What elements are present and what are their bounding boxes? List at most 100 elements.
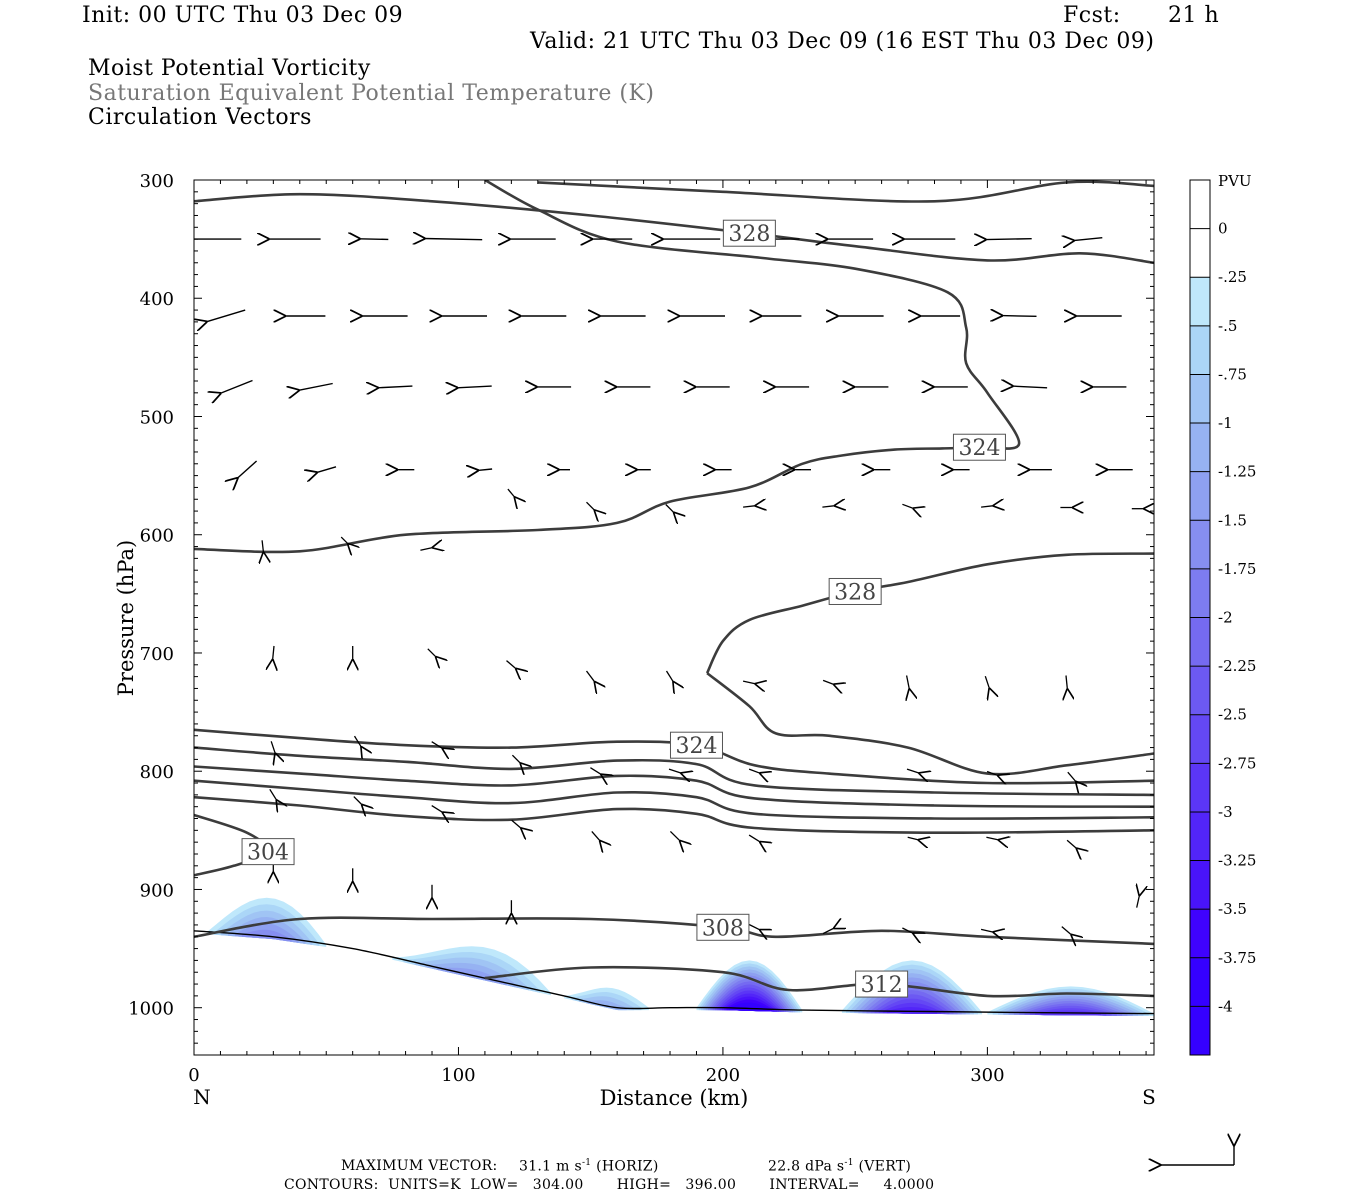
circulation-vector-2-1 — [299, 382, 333, 391]
contour-label-box-5 — [669, 731, 723, 759]
circulation-vector-small-5 — [665, 504, 674, 513]
circulation-vector-3-0 — [237, 460, 258, 478]
circulation-vector-small-21 — [984, 675, 989, 689]
circulation-vector-0-10 — [985, 239, 1032, 240]
x-left-end-label: N — [193, 1085, 211, 1109]
x-tick-label-200: 200 — [706, 1065, 740, 1086]
colorbar-label-12: -3 — [1218, 803, 1233, 821]
circulation-vector-2-0 — [220, 379, 253, 394]
circulation-vector-small-9 — [981, 506, 994, 507]
x-tick-label-100: 100 — [441, 1065, 475, 1086]
mpv-shading-layer — [194, 897, 1154, 1016]
circulation-vector-1-0 — [206, 309, 246, 322]
colorbar-title: PVU — [1218, 172, 1252, 190]
contour-label-328-3: 328 — [834, 580, 876, 605]
colorbar-bin-14 — [1189, 860, 1211, 910]
theta-es-contour-332-1 — [537, 180, 1154, 203]
y-axis-label: Pressure (hPa) — [114, 540, 138, 696]
colorbar-label-11: -2.75 — [1218, 754, 1256, 772]
circulation-vector-small-48 — [822, 928, 834, 935]
contour-label-box-0 — [722, 219, 776, 247]
circulation-vector-small-30 — [906, 768, 920, 773]
axes-layer: 300 400 500 600 700 800 900 1000 0 100 200 300 — [128, 171, 1154, 1086]
max-vector-label: MAXIMUM VECTOR: — [341, 1158, 498, 1174]
contour-label-box-3 — [828, 577, 882, 605]
colorbar-label-5: -1.25 — [1218, 463, 1256, 481]
colorbar-label-6: -1.5 — [1218, 511, 1247, 529]
colorbar-label-16: -4 — [1218, 997, 1233, 1015]
y-tick-label-500: 500 — [140, 407, 174, 428]
contour-labels-layer: 328 324 328 324 304 308 312 — [241, 219, 1006, 998]
forecast-hour: 21 h — [1168, 3, 1220, 28]
circulation-vector-2-3 — [457, 386, 492, 388]
theta-es-contour-328-0 — [194, 192, 1154, 265]
circulation-vector-small-12 — [273, 645, 274, 660]
circulation-vector-small-23 — [270, 741, 275, 754]
circulation-vector-small-1 — [340, 536, 348, 544]
theta-es-contour-312-12 — [484, 965, 1154, 998]
circulation-vector-small-39 — [748, 834, 760, 842]
reference-vector-icon — [1160, 1145, 1234, 1165]
x-tick-label-0: 0 — [188, 1065, 199, 1086]
circulation-vector-small-35 — [431, 805, 443, 813]
colorbar-bin-6 — [1189, 471, 1211, 521]
max-vertical-vector: 22.8 dPa s-1 (VERT) — [768, 1158, 912, 1175]
circulation-vector-small-36 — [511, 819, 522, 828]
x-axis-label: Distance (km) — [600, 1086, 749, 1110]
forecast-label: Fcst: — [1063, 3, 1121, 28]
circulation-vector-small-24 — [353, 735, 362, 747]
circulation-vector-small-34 — [353, 796, 362, 805]
circulation-vector-small-19 — [822, 679, 834, 684]
contour-label-box-10 — [241, 838, 295, 866]
circulation-vector-small-0 — [262, 540, 263, 553]
y-tick-label-600: 600 — [140, 526, 174, 547]
circulation-vector-small-14 — [427, 648, 436, 657]
colorbar-bin-3 — [1189, 325, 1211, 375]
circulation-vector-small-51 — [1061, 926, 1072, 935]
circulation-vector-small-8 — [902, 503, 913, 508]
circulation-vector-small-29 — [748, 768, 760, 773]
colorbar-bin-8 — [1189, 568, 1211, 618]
colorbar-bin-9 — [1189, 617, 1211, 667]
circulation-vector-small-49 — [902, 927, 913, 934]
contour-label-box-2 — [952, 433, 1006, 461]
circulation-vector-small-15 — [506, 660, 517, 669]
circulation-vector-2-10 — [1012, 386, 1048, 388]
circulation-vector-small-52 — [1137, 895, 1140, 908]
circulation-vector-small-27 — [590, 767, 601, 775]
circulation-vector-2-2 — [378, 386, 413, 388]
theta-es-contour-328-3 — [705, 552, 1154, 674]
y-tick-label-300: 300 — [140, 171, 174, 192]
theta-es-contour-308-11 — [194, 916, 1154, 946]
circulation-vector-small-40 — [907, 837, 919, 840]
y-tick-label-1000: 1000 — [128, 999, 174, 1020]
colorbar-label-0: 0 — [1218, 220, 1228, 238]
colorbar-bin-4 — [1189, 374, 1211, 424]
colorbar-label-13: -3.25 — [1218, 852, 1256, 870]
circulation-vector-3-3 — [478, 469, 493, 470]
theta-es-contour-324-5 — [194, 728, 1154, 785]
circulation-vector-small-3 — [507, 488, 515, 497]
circulation-vector-small-7 — [822, 506, 835, 507]
colorbar-bin-1 — [1189, 228, 1211, 278]
theta-es-contours-layer — [194, 180, 1154, 998]
y-tick-label-700: 700 — [140, 644, 174, 665]
circulation-vector-small-16 — [585, 670, 595, 682]
circulation-vector-small-31 — [986, 770, 998, 776]
x-tick-label-300: 300 — [970, 1065, 1004, 1086]
contour-label-324-5: 324 — [675, 734, 717, 759]
circulation-vector-small-4 — [586, 501, 595, 510]
colorbar-label-4: -1 — [1218, 414, 1233, 432]
colorbar-label-15: -3.75 — [1218, 949, 1256, 967]
colorbar-bin-10 — [1189, 665, 1211, 715]
colorbar-bin-12 — [1189, 763, 1211, 813]
y-tick-label-800: 800 — [140, 762, 174, 783]
colorbar-label-14: -3.5 — [1218, 900, 1247, 918]
contour-label-312-12: 312 — [861, 973, 903, 998]
theta-es-contour-316-7 — [194, 765, 1154, 808]
circulation-vector-small-47 — [748, 923, 760, 931]
contour-label-308-11: 308 — [702, 916, 744, 941]
colorbar-bin-16 — [1189, 957, 1211, 1007]
theta-es-contour-328-4 — [706, 672, 1154, 776]
colorbar-bin-11 — [1189, 714, 1211, 764]
